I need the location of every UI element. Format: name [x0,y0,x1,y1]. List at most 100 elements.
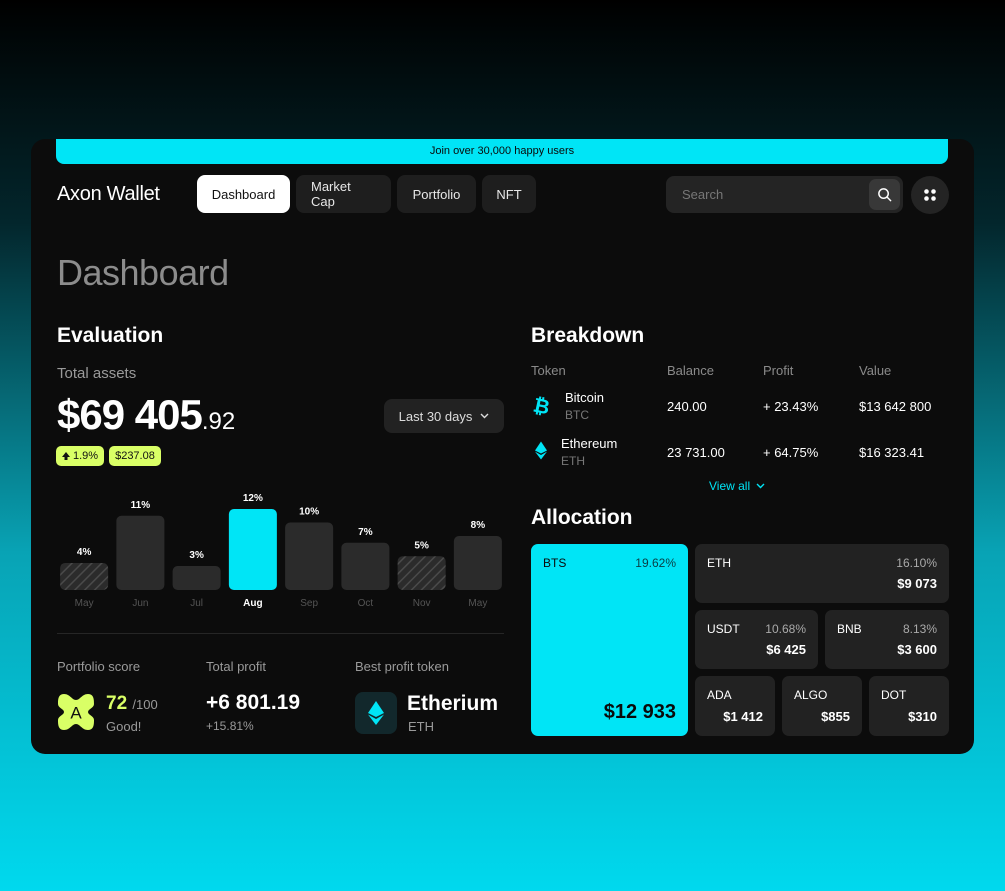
tile-value: $12 933 [603,701,676,723]
best-token-name: Etherium [407,692,499,715]
tile-value: $1 412 [723,709,763,724]
bar-may-7[interactable] [453,536,502,590]
x-tick-label: Oct [358,598,374,609]
promo-banner[interactable]: Join over 30,000 happy users [56,139,948,164]
allocation-tile-algo[interactable]: ALGO $855 [782,676,862,736]
total-profit-percent: +15.81% [206,719,254,733]
x-tick-label: May [75,598,94,609]
bar-jun-1[interactable] [116,515,165,590]
portfolio-score-value: 72 /100 [106,693,158,715]
tile-percent: 8.13% [902,622,937,636]
total-profit-label: Total profit [206,659,266,674]
allocation-tile-ada[interactable]: ADA $1 412 [695,676,775,736]
tile-name: ADA [707,688,732,702]
change-percent-text: 1.9% [73,450,99,462]
allocation-tile-eth[interactable]: ETH 16.10% $9 073 [695,544,949,603]
allocation-tile-usdt[interactable]: USDT 10.68% $6 425 [695,610,818,669]
col-balance: Balance [667,363,714,378]
ethereum-value: $16 323.41 [859,445,925,460]
bar-may-0[interactable] [60,563,109,590]
best-token-symbol: ETH [408,719,434,734]
col-profit: Profit [763,363,794,378]
score-badge-icon: A [58,694,94,730]
col-value: Value [859,363,892,378]
page-title: Dashboard [57,252,229,293]
bitcoin-balance: 240.00 [667,399,707,414]
tab-dashboard[interactable]: Dashboard [197,175,290,213]
tile-value: $6 425 [766,642,806,657]
date-range-dropdown[interactable]: Last 30 days [384,399,504,433]
bar-jul-2[interactable] [172,566,221,590]
date-range-label: Last 30 days [398,408,473,424]
best-token-label: Best profit token [355,659,449,674]
col-token: Token [531,363,566,378]
bar-sep-4[interactable] [285,522,334,591]
score-max: /100 [132,697,158,712]
portfolio-score-label: Portfolio score [57,659,141,674]
tile-name: BTS [543,556,567,570]
allocation-heading: Allocation [531,506,633,529]
tile-value: $3 600 [897,642,937,657]
breakdown-heading: Breakdown [531,324,645,347]
evaluation-bar-chart: 4% May 11% Jun 3% Jul 12% Aug 10% Sep 7% Oct 5% Nov 8%… [60,493,502,609]
allocation-tile-dot[interactable]: DOT $310 [869,676,949,736]
tile-value: $855 [821,709,850,724]
total-profit-value: +6 801.19 [206,691,301,714]
score-letter: A [70,704,82,723]
apps-menu-button[interactable] [911,176,949,214]
x-tick-label: Jul [190,598,203,609]
bar-value-label: 11% [131,500,151,511]
tile-name: BNB [837,622,862,636]
bar-nov-6[interactable] [397,556,446,590]
best-token-icon-box [355,692,397,734]
bitcoin-profit: + 23.43% [763,399,819,414]
change-percent-badge: 1.9% [56,446,105,466]
bar-value-label: 5% [414,540,429,551]
bar-value-label: 12% [243,493,263,504]
tile-percent: 16.10% [896,556,937,570]
tile-percent: 19.62% [635,556,676,570]
up-arrow-icon [62,452,70,460]
evaluation-heading: Evaluation [57,324,164,347]
x-tick-label: Jun [132,598,148,609]
tile-name: DOT [881,688,907,702]
chevron-down-icon [756,483,765,489]
svg-text:₿: ₿ [533,396,550,416]
allocation-tile-bnb[interactable]: BNB 8.13% $3 600 [825,610,949,669]
bitcoin-symbol: BTC [565,408,589,422]
total-assets-main: $69 405 [57,391,203,438]
allocation-tile-bts[interactable]: BTS 19.62% $12 933 [531,544,688,736]
bar-value-label: 4% [77,547,92,558]
ethereum-profit: + 64.75% [763,445,819,460]
ethereum-name: Ethereum [561,436,618,451]
bar-value-label: 10% [299,507,319,518]
ethereum-balance: 23 731.00 [667,445,725,460]
search-button[interactable] [869,179,900,210]
view-all-link[interactable]: View all [709,479,765,493]
tab-nft[interactable]: NFT [482,175,536,213]
tile-value: $310 [908,709,937,724]
main-nav: Dashboard Market Cap Portfolio NFT [197,175,536,213]
change-badges: 1.9% $237.08 [56,446,161,466]
search-input[interactable] [666,176,866,213]
bar-oct-5[interactable] [341,542,390,590]
total-assets-label: Total assets [57,365,137,382]
bar-value-label: 7% [358,527,373,538]
bar-value-label: 3% [189,550,204,561]
ethereum-row-icon [535,441,547,460]
chevron-down-icon [480,413,489,419]
ethereum-icon [368,701,384,725]
tile-name: ETH [707,556,731,570]
x-tick-label: May [468,598,487,609]
score-number: 72 [106,693,128,714]
brand-logo[interactable]: Axon Wallet [57,183,160,205]
bitcoin-value: $13 642 800 [859,399,932,414]
score-rating-text: Good! [106,719,142,734]
tab-market-cap[interactable]: Market Cap [296,175,391,213]
bar-aug-3[interactable] [228,509,277,590]
grid-icon [924,189,936,201]
tab-portfolio[interactable]: Portfolio [397,175,476,213]
dashboard-panel: Join over 30,000 happy users Axon Wallet… [31,139,974,754]
change-amount-badge: $237.08 [109,446,161,466]
bitcoin-name: Bitcoin [565,390,605,405]
